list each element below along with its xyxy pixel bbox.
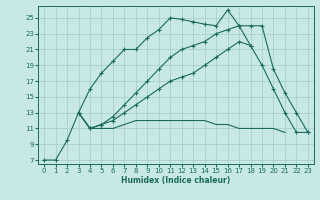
X-axis label: Humidex (Indice chaleur): Humidex (Indice chaleur) bbox=[121, 176, 231, 185]
